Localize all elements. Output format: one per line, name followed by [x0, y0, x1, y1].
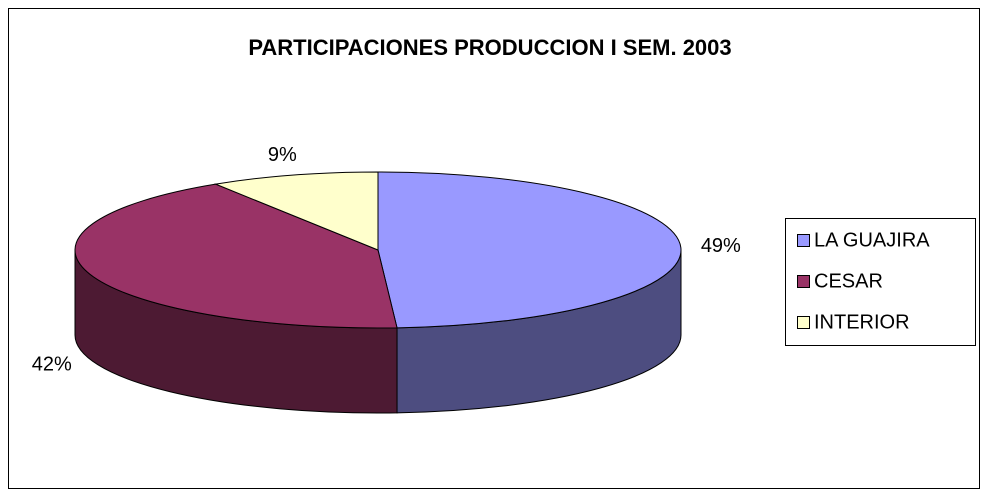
pie-slice — [74, 183, 398, 329]
pie-slice — [377, 171, 682, 329]
legend-label: LA GUAJIRA — [814, 229, 930, 251]
legend-label: CESAR — [814, 270, 883, 292]
data-label: 49% — [701, 235, 741, 257]
data-label: 9% — [268, 144, 297, 166]
legend-label: INTERIOR — [814, 311, 910, 333]
legend-swatch — [797, 234, 810, 247]
legend-box — [785, 218, 976, 346]
legend-swatch — [797, 316, 810, 329]
data-label: 42% — [32, 354, 72, 376]
legend-swatch — [797, 275, 810, 288]
chart-title: PARTICIPACIONES PRODUCCION I SEM. 2003 — [248, 35, 731, 60]
pie-slice — [213, 171, 379, 251]
